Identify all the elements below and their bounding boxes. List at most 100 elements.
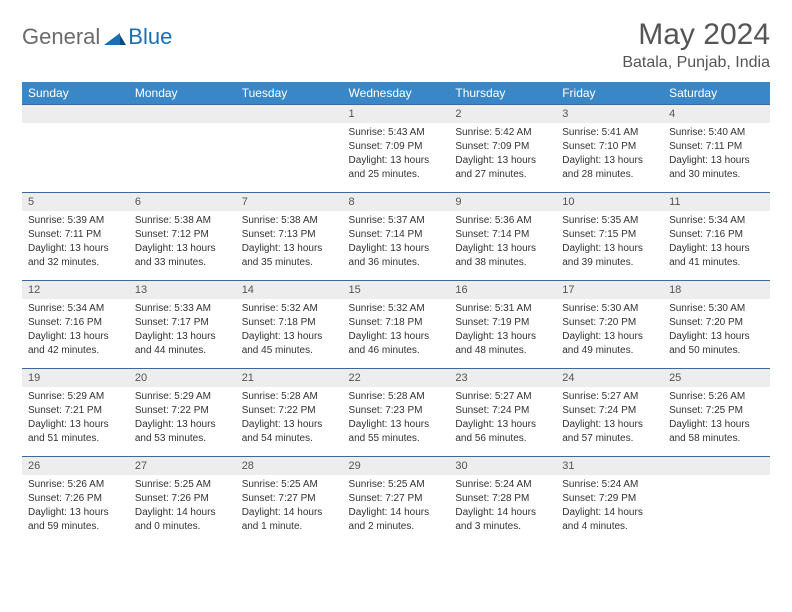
daylight1-text: Daylight: 14 hours <box>455 506 550 519</box>
sunset-text: Sunset: 7:19 PM <box>455 316 550 329</box>
day-number: 4 <box>663 105 770 123</box>
sunset-text: Sunset: 7:29 PM <box>562 492 657 505</box>
sunrise-text: Sunrise: 5:26 AM <box>28 478 123 491</box>
sunset-text: Sunset: 7:20 PM <box>669 316 764 329</box>
calendar-day-cell: 25Sunrise: 5:26 AMSunset: 7:25 PMDayligh… <box>663 369 770 457</box>
calendar-day-cell: 6Sunrise: 5:38 AMSunset: 7:12 PMDaylight… <box>129 193 236 281</box>
sunset-text: Sunset: 7:14 PM <box>349 228 444 241</box>
day-number: 25 <box>663 369 770 387</box>
day-number: 29 <box>343 457 450 475</box>
daylight2-text: and 50 minutes. <box>669 344 764 357</box>
calendar-day-cell: 3Sunrise: 5:41 AMSunset: 7:10 PMDaylight… <box>556 105 663 193</box>
daylight2-text: and 56 minutes. <box>455 432 550 445</box>
day-number <box>236 105 343 123</box>
calendar-day-cell: 20Sunrise: 5:29 AMSunset: 7:22 PMDayligh… <box>129 369 236 457</box>
sunrise-text: Sunrise: 5:35 AM <box>562 214 657 227</box>
daylight2-text: and 35 minutes. <box>242 256 337 269</box>
logo-text-blue: Blue <box>128 24 172 50</box>
day-details: Sunrise: 5:35 AMSunset: 7:15 PMDaylight:… <box>556 211 663 274</box>
calendar-day-cell: 24Sunrise: 5:27 AMSunset: 7:24 PMDayligh… <box>556 369 663 457</box>
day-details: Sunrise: 5:25 AMSunset: 7:26 PMDaylight:… <box>129 475 236 538</box>
day-details: Sunrise: 5:29 AMSunset: 7:21 PMDaylight:… <box>22 387 129 450</box>
daylight1-text: Daylight: 13 hours <box>135 418 230 431</box>
sunset-text: Sunset: 7:26 PM <box>28 492 123 505</box>
daylight1-text: Daylight: 13 hours <box>135 242 230 255</box>
day-number: 21 <box>236 369 343 387</box>
day-number <box>129 105 236 123</box>
day-details: Sunrise: 5:36 AMSunset: 7:14 PMDaylight:… <box>449 211 556 274</box>
day-number: 30 <box>449 457 556 475</box>
sunrise-text: Sunrise: 5:33 AM <box>135 302 230 315</box>
day-details: Sunrise: 5:42 AMSunset: 7:09 PMDaylight:… <box>449 123 556 186</box>
calendar-day-cell: 23Sunrise: 5:27 AMSunset: 7:24 PMDayligh… <box>449 369 556 457</box>
sunrise-text: Sunrise: 5:31 AM <box>455 302 550 315</box>
day-details: Sunrise: 5:38 AMSunset: 7:13 PMDaylight:… <box>236 211 343 274</box>
day-details: Sunrise: 5:40 AMSunset: 7:11 PMDaylight:… <box>663 123 770 186</box>
daylight1-text: Daylight: 13 hours <box>455 154 550 167</box>
day-number: 2 <box>449 105 556 123</box>
day-number: 3 <box>556 105 663 123</box>
calendar-day-cell: 30Sunrise: 5:24 AMSunset: 7:28 PMDayligh… <box>449 457 556 545</box>
sunrise-text: Sunrise: 5:34 AM <box>669 214 764 227</box>
calendar-day-cell: 2Sunrise: 5:42 AMSunset: 7:09 PMDaylight… <box>449 105 556 193</box>
day-details: Sunrise: 5:30 AMSunset: 7:20 PMDaylight:… <box>663 299 770 362</box>
sunrise-text: Sunrise: 5:37 AM <box>349 214 444 227</box>
sunrise-text: Sunrise: 5:25 AM <box>135 478 230 491</box>
day-details: Sunrise: 5:34 AMSunset: 7:16 PMDaylight:… <box>22 299 129 362</box>
month-title: May 2024 <box>622 18 770 52</box>
day-number: 27 <box>129 457 236 475</box>
day-details: Sunrise: 5:29 AMSunset: 7:22 PMDaylight:… <box>129 387 236 450</box>
sunrise-text: Sunrise: 5:28 AM <box>349 390 444 403</box>
sunrise-text: Sunrise: 5:25 AM <box>349 478 444 491</box>
calendar-day-cell: 15Sunrise: 5:32 AMSunset: 7:18 PMDayligh… <box>343 281 450 369</box>
day-number: 15 <box>343 281 450 299</box>
daylight1-text: Daylight: 13 hours <box>669 330 764 343</box>
calendar-week-row: 19Sunrise: 5:29 AMSunset: 7:21 PMDayligh… <box>22 369 770 457</box>
sunrise-text: Sunrise: 5:27 AM <box>562 390 657 403</box>
day-number: 7 <box>236 193 343 211</box>
daylight2-text: and 46 minutes. <box>349 344 444 357</box>
sunset-text: Sunset: 7:11 PM <box>669 140 764 153</box>
calendar-day-cell <box>129 105 236 193</box>
day-details: Sunrise: 5:25 AMSunset: 7:27 PMDaylight:… <box>236 475 343 538</box>
daylight2-text: and 27 minutes. <box>455 168 550 181</box>
weekday-header: Friday <box>556 82 663 105</box>
day-details: Sunrise: 5:28 AMSunset: 7:22 PMDaylight:… <box>236 387 343 450</box>
daylight1-text: Daylight: 13 hours <box>28 506 123 519</box>
calendar-day-cell <box>236 105 343 193</box>
sunset-text: Sunset: 7:09 PM <box>349 140 444 153</box>
sunset-text: Sunset: 7:27 PM <box>349 492 444 505</box>
calendar-day-cell <box>663 457 770 545</box>
day-details: Sunrise: 5:41 AMSunset: 7:10 PMDaylight:… <box>556 123 663 186</box>
sunrise-text: Sunrise: 5:39 AM <box>28 214 123 227</box>
calendar-day-cell: 12Sunrise: 5:34 AMSunset: 7:16 PMDayligh… <box>22 281 129 369</box>
calendar-week-row: 1Sunrise: 5:43 AMSunset: 7:09 PMDaylight… <box>22 105 770 193</box>
day-number: 14 <box>236 281 343 299</box>
sunset-text: Sunset: 7:09 PM <box>455 140 550 153</box>
sunrise-text: Sunrise: 5:42 AM <box>455 126 550 139</box>
day-number: 20 <box>129 369 236 387</box>
daylight2-text: and 0 minutes. <box>135 520 230 533</box>
sunrise-text: Sunrise: 5:29 AM <box>28 390 123 403</box>
day-details: Sunrise: 5:34 AMSunset: 7:16 PMDaylight:… <box>663 211 770 274</box>
day-number: 1 <box>343 105 450 123</box>
day-number: 5 <box>22 193 129 211</box>
day-details: Sunrise: 5:27 AMSunset: 7:24 PMDaylight:… <box>556 387 663 450</box>
daylight1-text: Daylight: 13 hours <box>349 154 444 167</box>
daylight2-text: and 49 minutes. <box>562 344 657 357</box>
daylight2-text: and 32 minutes. <box>28 256 123 269</box>
sunset-text: Sunset: 7:13 PM <box>242 228 337 241</box>
calendar-table: Sunday Monday Tuesday Wednesday Thursday… <box>22 82 770 545</box>
day-number: 6 <box>129 193 236 211</box>
calendar-day-cell: 19Sunrise: 5:29 AMSunset: 7:21 PMDayligh… <box>22 369 129 457</box>
day-number <box>663 457 770 475</box>
calendar-week-row: 5Sunrise: 5:39 AMSunset: 7:11 PMDaylight… <box>22 193 770 281</box>
day-details: Sunrise: 5:27 AMSunset: 7:24 PMDaylight:… <box>449 387 556 450</box>
day-number: 10 <box>556 193 663 211</box>
calendar-day-cell: 1Sunrise: 5:43 AMSunset: 7:09 PMDaylight… <box>343 105 450 193</box>
sunset-text: Sunset: 7:22 PM <box>135 404 230 417</box>
daylight2-text: and 59 minutes. <box>28 520 123 533</box>
daylight2-text: and 3 minutes. <box>455 520 550 533</box>
calendar-day-cell <box>22 105 129 193</box>
sunset-text: Sunset: 7:17 PM <box>135 316 230 329</box>
